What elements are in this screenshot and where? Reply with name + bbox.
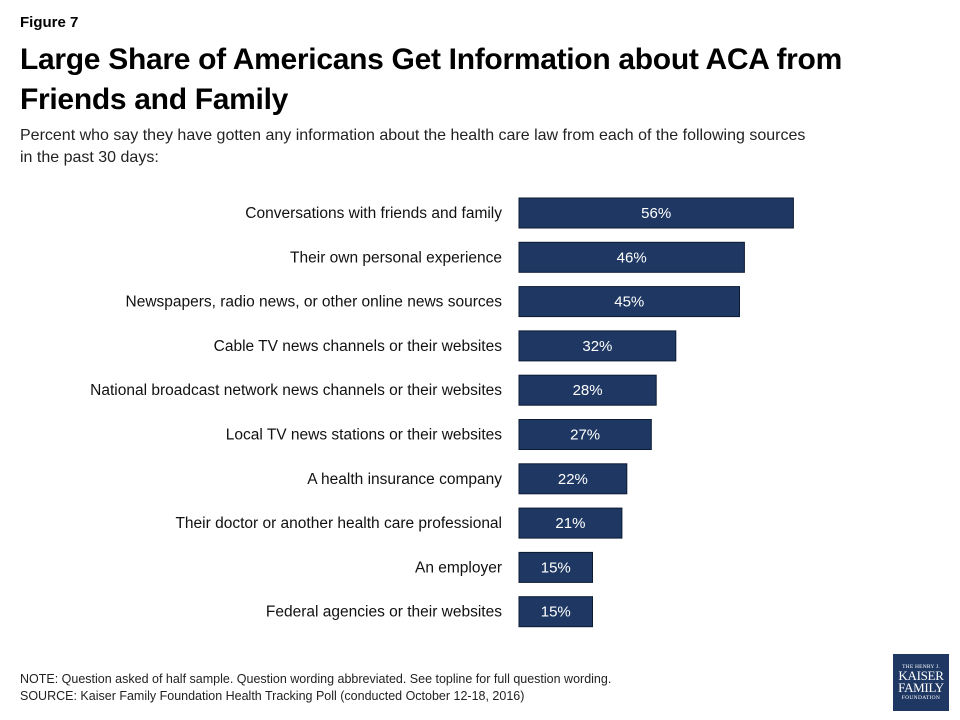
bar [518,419,652,450]
bar-value-label: 46% [617,249,647,266]
bar-chart: Conversations with friends and family 56%… [90,197,794,628]
chart-subtitle: Percent who say they have gotten any inf… [20,127,806,166]
bar [518,330,677,362]
bar [518,241,745,273]
category-label: Local TV news stations or their websites [226,427,503,444]
bar [518,551,593,583]
logo-line-3: FAMILY [898,680,944,695]
bar-value-label: 56% [641,205,671,222]
bar-value-label: 27% [570,427,600,444]
note-text: NOTE: Question asked of half sample. Que… [20,672,612,686]
category-label: Conversations with friends and family [245,205,502,222]
bar-value-label: 45% [614,294,644,311]
logo-line-4: FOUNDATION [901,695,941,701]
bar [518,374,657,406]
bar [518,197,794,229]
footnote: NOTE: Question asked of half sample. Que… [20,671,860,705]
category-label: Cable TV news channels or their websites [214,338,503,355]
category-label: Their doctor or another health care prof… [175,515,502,532]
category-label: Federal agencies or their websites [266,604,502,621]
logo-line-2: KAISER [898,668,944,683]
category-label: Their own personal experience [290,249,502,266]
category-label: An employer [415,559,502,576]
figure-label: Figure 7 [20,14,79,31]
bar-value-label: 22% [558,471,588,488]
category-label: National broadcast network news channels… [90,382,502,399]
category-label: A health insurance company [307,471,502,488]
logo-line-1: THE HENRY J. [902,664,940,670]
source-text: SOURCE: Kaiser Family Foundation Health … [20,689,525,703]
bar-value-label: 21% [555,515,585,532]
bar-value-label: 28% [573,382,603,399]
kff-logo: THE HENRY J. KAISER FAMILY FOUNDATION [893,654,949,711]
bar-value-label: 15% [541,604,571,621]
bar [518,596,593,628]
bar-value-label: 15% [541,559,571,576]
chart-title: Large Share of Americans Get Information… [20,43,842,116]
bar [518,286,740,318]
bar [518,463,628,495]
category-label: Newspapers, radio news, or other online … [126,294,503,311]
bar [518,507,623,539]
bar-value-label: 32% [582,338,612,355]
